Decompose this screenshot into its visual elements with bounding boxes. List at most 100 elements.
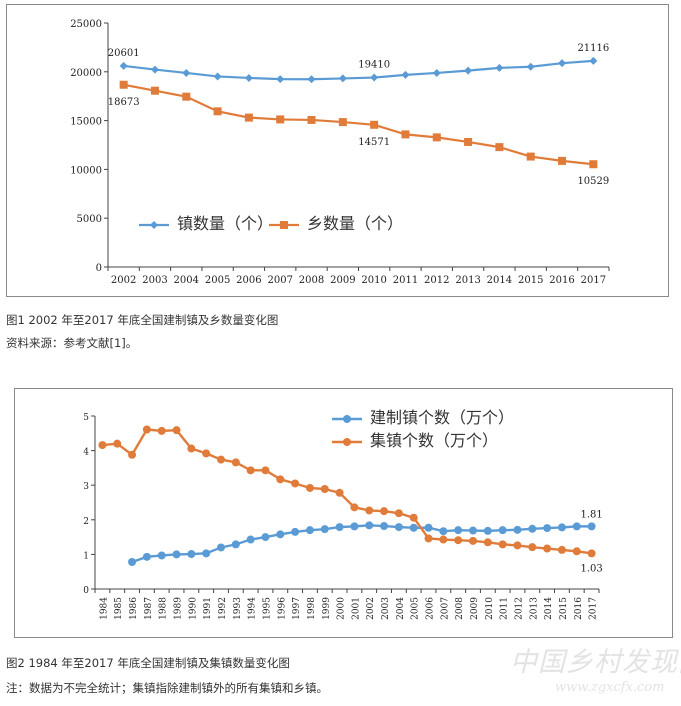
- series-2-line: [123, 83, 594, 166]
- x-tick-label: 2009: [470, 597, 480, 620]
- x-tick-label: 2003: [142, 275, 167, 286]
- x-tick-label: 2009: [330, 275, 355, 286]
- series-2-point: [439, 535, 448, 544]
- series-1-point: [469, 526, 477, 535]
- series-2-point: [380, 507, 389, 516]
- y-tick-label: 15000: [70, 117, 102, 128]
- series-2-point: [483, 538, 492, 547]
- x-tick-label: 2005: [411, 597, 421, 620]
- series-1-point: [454, 526, 463, 535]
- x-tick-label: 1994: [248, 597, 258, 620]
- series-2-point: [409, 513, 418, 522]
- y-tick-label: 0: [83, 586, 89, 596]
- figure1-chart: 0 5000 10000 15000 20000 25000 2002 2003 2004 200…: [70, 19, 610, 286]
- x-tick-label: 1988: [159, 597, 169, 620]
- x-tick-label: 1997: [292, 597, 302, 620]
- series-2-point: [98, 441, 107, 450]
- series-2-point: [498, 540, 507, 549]
- series-2-point: [370, 120, 379, 129]
- series-2-point: [587, 549, 596, 558]
- series-2-point: [335, 488, 344, 497]
- series-1-point: [307, 75, 316, 84]
- series-2-point: [305, 483, 314, 492]
- x-tick-label: 2012: [424, 275, 449, 286]
- data-label: 1.81: [580, 509, 602, 520]
- series-2-point: [572, 547, 581, 556]
- series-2-point: [182, 92, 191, 101]
- series-1-point: [128, 558, 137, 567]
- x-tick-label: 2002: [366, 597, 376, 620]
- series-1-point: [409, 523, 418, 532]
- series-2-point: [432, 133, 441, 142]
- x-tick-label: 2015: [518, 275, 543, 286]
- x-tick-label: 1984: [99, 597, 109, 620]
- x-tick-label: 2010: [361, 275, 386, 286]
- series-1-point: [432, 68, 441, 77]
- series-1-point: [483, 526, 492, 535]
- x-tick-label: 2016: [574, 597, 584, 620]
- x-tick-label: 1987: [144, 597, 154, 620]
- series-1-point: [213, 72, 222, 81]
- x-tick-label: 2008: [299, 275, 324, 286]
- series-2-point: [543, 544, 552, 553]
- series-2-point: [464, 137, 473, 146]
- x-tick-label: 2000: [337, 597, 347, 620]
- x-tick-label: 2001: [351, 597, 361, 620]
- series-2-point: [246, 466, 255, 475]
- x-tick-label: 2012: [514, 597, 524, 620]
- series-1-point: [231, 540, 240, 549]
- series-1-point: [150, 65, 159, 74]
- x-tick-label: 2010: [485, 597, 495, 620]
- series-2-point: [231, 458, 240, 467]
- legend-label: 乡数量（个）: [307, 214, 403, 233]
- series-1-point: [498, 526, 507, 535]
- x-tick-label: 2004: [174, 275, 199, 286]
- series-2-point: [350, 503, 359, 512]
- series-2-point: [157, 426, 166, 435]
- series-1-point: [350, 522, 359, 531]
- y-tick-label: 2: [83, 517, 89, 527]
- series-1-point: [464, 66, 473, 75]
- series-2-point: [469, 536, 477, 545]
- series-2-point: [261, 466, 270, 475]
- series-2-point: [526, 152, 535, 161]
- series-2-point: [557, 545, 566, 554]
- series-1-point: [291, 527, 300, 536]
- series-1-point: [543, 524, 552, 533]
- series-1-point: [276, 530, 285, 539]
- x-tick-label: 1999: [322, 597, 332, 620]
- y-tick-label: 3: [83, 482, 89, 492]
- x-tick-label: 1985: [114, 597, 124, 620]
- y-tick-label: 10000: [70, 165, 102, 176]
- series-1-point: [338, 74, 347, 83]
- series-2-point: [454, 536, 463, 545]
- series-1-point: [187, 550, 196, 559]
- series-2-point: [365, 506, 374, 515]
- series-1-point: [587, 522, 596, 531]
- series-1-point: [202, 549, 211, 558]
- series-1-line: [131, 524, 592, 564]
- series-1-point: [528, 524, 537, 533]
- series-1-point: [365, 521, 374, 530]
- series-1-point: [394, 523, 403, 532]
- series-2-point: [142, 425, 151, 434]
- series-1-point: [261, 533, 270, 542]
- series-1-point: [526, 62, 535, 71]
- series-1-point: [244, 73, 253, 82]
- figure1-source: 资料来源：参考文献[1]。: [6, 336, 138, 350]
- series-1-point: [157, 551, 166, 560]
- x-tick-label: 1990: [188, 597, 198, 620]
- legend-marker: [150, 221, 158, 229]
- legend-marker: [280, 221, 288, 229]
- y-tick-label: 5000: [77, 214, 102, 225]
- figure2-chart: 0 1 2 3 4 5 1984 1985 1986 1987 1988 1989 1990 1991 19…: [83, 408, 602, 620]
- figure1-panel: 0 5000 10000 15000 20000 25000 2002 2003 2004 200…: [6, 4, 669, 297]
- series-2-point: [119, 80, 128, 89]
- series-1-point: [335, 523, 344, 532]
- series-2-point: [187, 444, 196, 453]
- series-2-point: [528, 543, 537, 552]
- figure2-panel: 0 1 2 3 4 5 1984 1985 1986 1987 1988 1989 1990 1991 19…: [14, 388, 673, 638]
- series-2-point: [394, 509, 403, 518]
- x-tick-label: 2014: [487, 275, 512, 286]
- figure2-caption: 图2 1984 年至2017 年底全国建制镇及集镇数量变化图: [6, 656, 290, 670]
